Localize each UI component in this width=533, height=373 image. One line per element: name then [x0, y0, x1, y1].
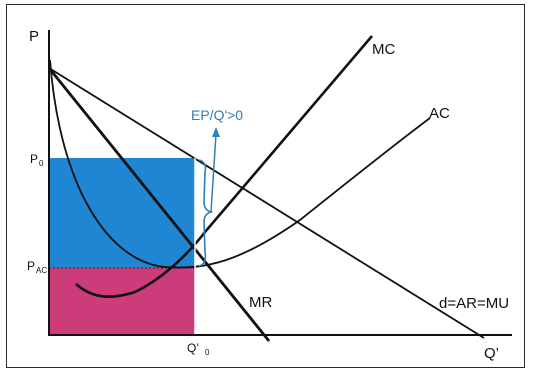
- p0-sub: 0: [39, 159, 44, 168]
- q0-sub: 0: [205, 348, 210, 357]
- annotation-arrow: [210, 133, 217, 213]
- mc-label: MC: [372, 41, 395, 58]
- mr-label: MR: [249, 294, 272, 311]
- pac-sub: AC: [36, 266, 47, 275]
- demand-line: [48, 67, 485, 339]
- profit-rectangle: [49, 158, 195, 268]
- pac-label: P: [27, 259, 35, 273]
- q0-label: Q’: [187, 341, 199, 355]
- p0-label: P: [30, 152, 38, 166]
- cost-rectangle: [49, 268, 195, 334]
- y-axis-label: P: [29, 28, 39, 45]
- demand-label: d=AR=MU: [439, 295, 509, 312]
- ep-annotation: EP/Q'>0: [191, 107, 243, 123]
- arrow-head: [212, 127, 220, 137]
- profit-brace: [198, 159, 214, 267]
- ac-curve: [49, 59, 431, 269]
- mr-line: [47, 67, 271, 342]
- x-axis-label: Q’: [484, 345, 499, 362]
- ac-label: AC: [429, 105, 450, 122]
